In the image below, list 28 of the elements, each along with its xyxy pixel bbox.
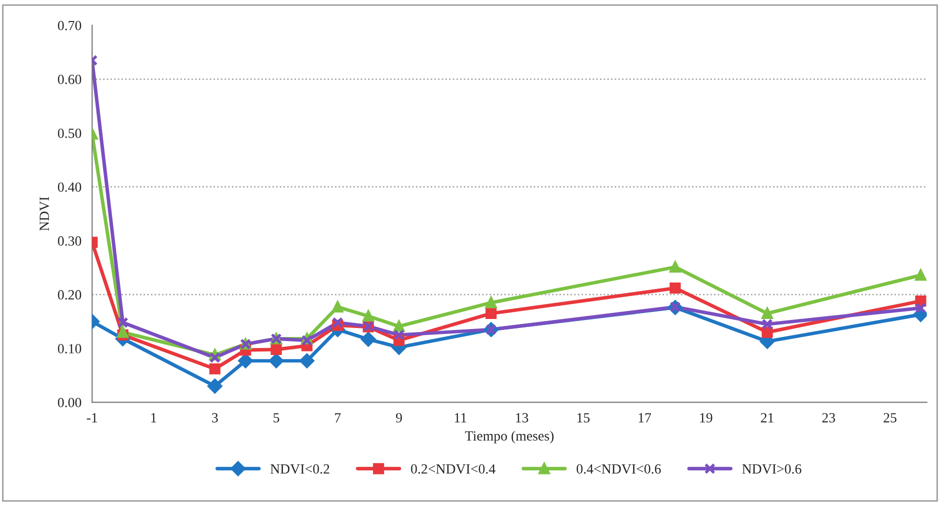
x-tick-label: 3 — [212, 413, 218, 422]
legend-label: 0.4<NDVI<0.6 — [576, 464, 661, 474]
y-tick-label: 0.30 — [58, 236, 82, 246]
x-tick-label: 13 — [516, 413, 528, 422]
x-axis-title: Tiempo (meses) — [465, 430, 554, 444]
y-tick-label: 0.10 — [58, 344, 82, 354]
x-tick-label: 7 — [335, 413, 341, 422]
x-tick-label: 15 — [577, 413, 590, 422]
x-tick-label: 25 — [884, 413, 896, 422]
legend-label: 0.2<NDVI<0.4 — [411, 464, 496, 474]
y-tick-label: 0.50 — [58, 128, 82, 138]
y-tick-label: 0.60 — [58, 74, 82, 84]
legend-label: NDVI>0.6 — [742, 464, 802, 474]
x-tick-label: -1 — [86, 413, 98, 422]
y-tick-label: 0.40 — [58, 182, 82, 192]
x-tick-label: 17 — [638, 413, 652, 422]
x-tick-label: 5 — [274, 413, 280, 422]
x-tick-label: 11 — [454, 413, 466, 422]
y-axis-title: NDVI — [40, 196, 50, 231]
y-tick-label: 0.20 — [58, 290, 82, 300]
legend-label: NDVI<0.2 — [270, 464, 330, 474]
y-tick-label: 0.70 — [58, 20, 82, 30]
x-tick-label: 23 — [822, 413, 836, 422]
x-tick-label: 9 — [396, 413, 402, 422]
y-tick-label: 0.00 — [58, 398, 82, 408]
x-tick-label: 21 — [760, 413, 774, 422]
x-tick-label: 19 — [700, 413, 712, 422]
x-tick-label: 1 — [151, 413, 156, 422]
